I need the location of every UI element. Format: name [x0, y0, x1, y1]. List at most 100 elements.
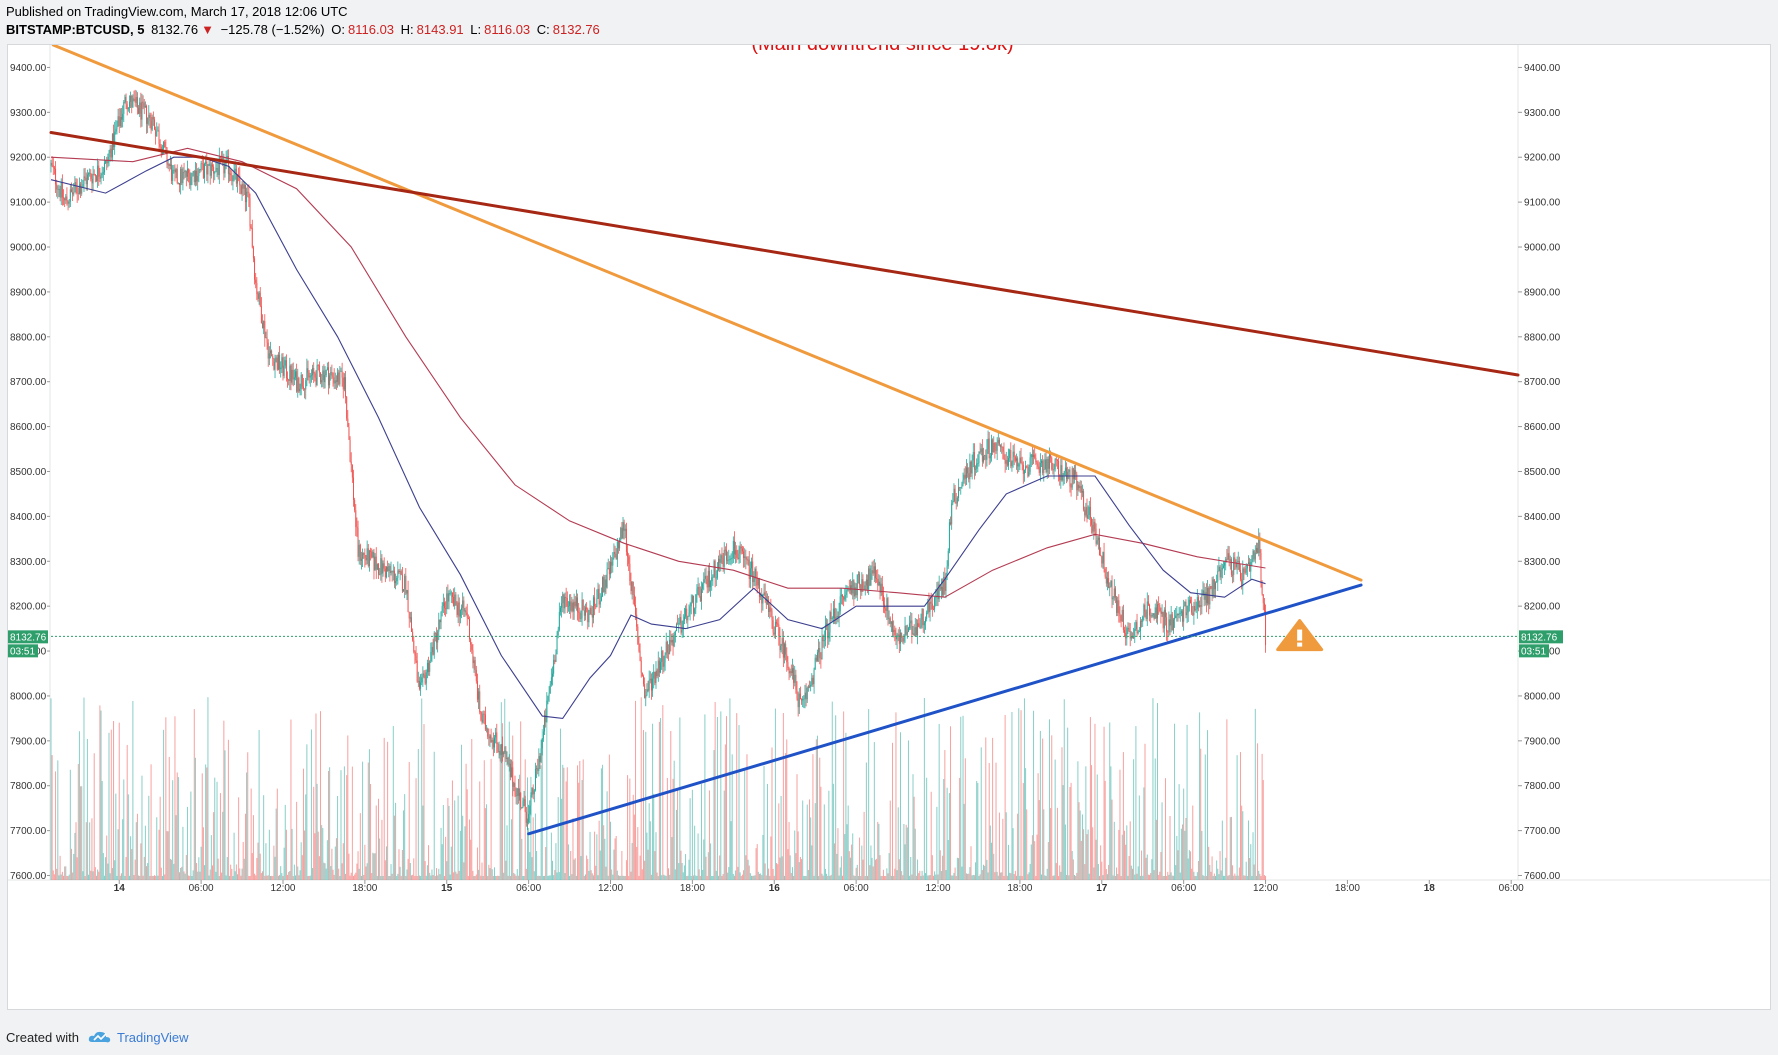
warning-mark-bar [1297, 629, 1303, 641]
volume-bar [921, 870, 923, 880]
volume-bar [1077, 761, 1079, 880]
volume-bar [1263, 875, 1265, 880]
candle-body [61, 182, 63, 198]
volume-bar [648, 803, 650, 880]
ma-fast-line [50, 156, 1266, 719]
candle-body [993, 442, 995, 453]
candle-body [443, 602, 445, 609]
volume-bar [69, 769, 71, 880]
volume-bar [1070, 782, 1072, 880]
candle-body [1073, 470, 1075, 480]
candle-body [478, 691, 480, 700]
candle-body [627, 551, 629, 557]
volume-bar [569, 875, 571, 880]
candle-body [687, 616, 689, 621]
volume-bar [362, 761, 364, 880]
candle-body [473, 660, 475, 664]
symbol-label[interactable]: BITSTAMP:BTCUSD, 5 [6, 22, 145, 37]
candle-body [398, 570, 400, 573]
candle-body [1167, 631, 1169, 633]
candle-body [1159, 605, 1161, 611]
volume-bar [465, 763, 467, 880]
volume-bar [1250, 844, 1252, 880]
volume-bar [388, 876, 390, 880]
volume-bar [1221, 820, 1223, 880]
left-y-tick-label: 8400.00 [10, 512, 47, 523]
candle-body [569, 601, 571, 606]
candle-body [266, 337, 268, 343]
candle-body [736, 550, 738, 558]
volume-bar [513, 872, 515, 880]
candle-body [1027, 467, 1029, 477]
candle-body [994, 442, 996, 451]
candle-body [967, 467, 969, 474]
candle-body [577, 597, 579, 612]
volume-bar [1260, 875, 1262, 880]
volume-bar [828, 790, 830, 880]
volume-bar [638, 875, 640, 880]
volume-bar [101, 781, 103, 880]
left-y-tick-label: 8800.00 [10, 332, 47, 343]
volume-bar [623, 875, 625, 880]
volume-bar [305, 794, 307, 880]
volume-bar [740, 876, 742, 880]
tradingview-brand[interactable]: TradingView [117, 1030, 189, 1045]
volume-bar [768, 868, 770, 880]
candle-body [902, 637, 904, 642]
candle-body [171, 164, 173, 181]
candle-body [196, 170, 198, 182]
candle-body [728, 559, 730, 561]
volume-bar [706, 875, 708, 880]
candle-body [740, 546, 742, 549]
volume-bar [390, 864, 392, 880]
volume-bar [555, 843, 557, 880]
candle-body [681, 629, 683, 633]
volume-bar [737, 866, 739, 880]
volume-bar [284, 804, 286, 880]
last-price: 8132.76 [151, 22, 199, 37]
candle-body [587, 608, 589, 623]
volume-bar [822, 875, 824, 880]
candle-body [868, 568, 870, 590]
candle-body [888, 618, 890, 620]
chart-pane[interactable]: 9400.00 9400.00 9300.00 9300.00 9200.00 9200.… [7, 44, 1771, 1010]
candle-body [201, 163, 203, 165]
volume-bar [1200, 748, 1202, 880]
candle-body [1240, 570, 1242, 580]
candle-body [464, 610, 466, 612]
left-y-tick-label: 9000.00 [10, 243, 47, 254]
candle-body [1048, 453, 1050, 469]
volume-bar [249, 875, 251, 880]
candle-body [854, 587, 856, 597]
candle-body [797, 698, 799, 708]
candle-body [554, 659, 556, 663]
candle-body [206, 161, 208, 175]
candle-body [182, 171, 184, 184]
volume-bar [525, 868, 527, 880]
volume-bar [401, 849, 403, 880]
volume-bar [1104, 780, 1106, 880]
volume-bar [961, 866, 963, 880]
candle-body [1255, 547, 1257, 553]
candle-body [664, 654, 666, 663]
volume-bar [86, 738, 88, 880]
candle-body [426, 662, 428, 673]
candle-body [584, 607, 586, 616]
volume-bar [406, 869, 408, 880]
volume-bar [365, 866, 367, 880]
volume-bar [276, 788, 278, 880]
candle-body [963, 474, 965, 480]
candle-body [1037, 463, 1039, 467]
candle-body [91, 179, 93, 184]
candle-body [1093, 521, 1095, 532]
candle-body [335, 380, 337, 382]
volume-bar [226, 857, 228, 880]
candle-body [399, 571, 401, 573]
volume-bar [66, 875, 68, 880]
candle-body [271, 350, 273, 357]
candle-body [943, 576, 945, 596]
candle-body [1046, 459, 1048, 473]
volume-bar [861, 845, 863, 880]
volume-bar [1001, 872, 1003, 880]
